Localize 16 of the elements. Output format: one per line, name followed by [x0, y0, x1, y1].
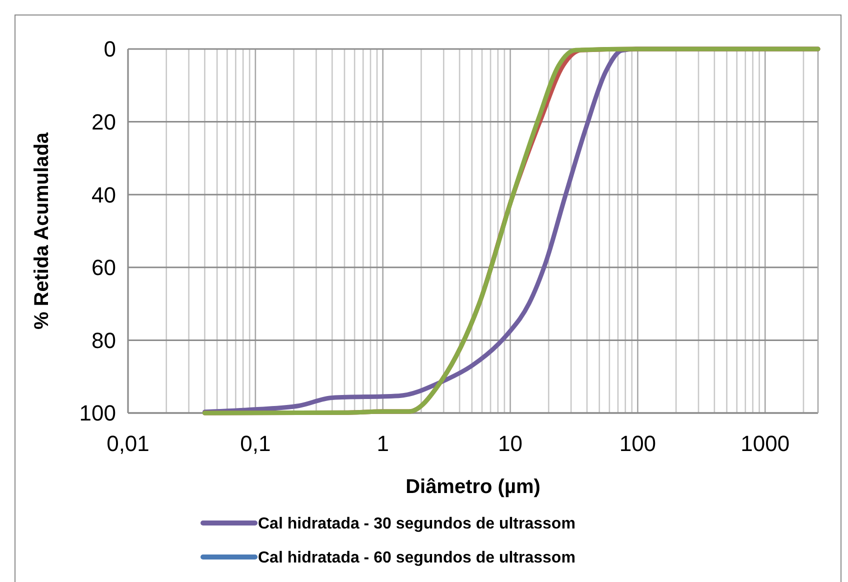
y-tick-label: 100	[79, 400, 116, 426]
y-tick-label: 80	[92, 328, 116, 353]
y-tick-label: 20	[92, 110, 116, 134]
x-tick-label: 1000	[740, 431, 790, 456]
x-tick-label: 1	[376, 431, 389, 456]
x-tick-label: 10	[498, 431, 523, 456]
x-axis-title: Diâmetro (µm)	[406, 476, 540, 498]
y-tick-label: 60	[92, 255, 116, 280]
x-tick-label: 100	[619, 431, 656, 456]
y-axis-title: % Retida Acumulada	[31, 132, 53, 330]
y-tick-label: 0	[104, 36, 116, 62]
x-tick-label: 0,1	[240, 431, 271, 456]
y-tick-label: 40	[92, 182, 116, 208]
legend-label: Cal hidratada - 60 segundos de ultrassom	[258, 550, 576, 567]
x-tick-label: 0,01	[106, 431, 150, 456]
legend-label: Cal hidratada - 30 segundos de ultrassom	[258, 516, 576, 533]
